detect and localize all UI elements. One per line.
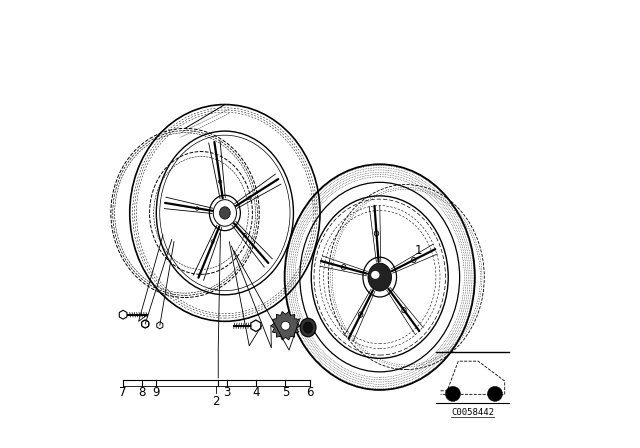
Text: 5: 5 (282, 386, 289, 399)
Circle shape (281, 321, 290, 330)
Text: 2: 2 (212, 396, 220, 409)
Ellipse shape (368, 263, 392, 291)
Text: 4: 4 (252, 386, 260, 399)
Text: 3: 3 (223, 386, 231, 399)
Text: 1: 1 (415, 244, 422, 257)
Circle shape (445, 386, 460, 401)
Ellipse shape (300, 318, 316, 337)
Text: 7: 7 (120, 386, 127, 399)
Ellipse shape (303, 322, 312, 333)
Text: 9: 9 (152, 386, 160, 399)
Text: C0058442: C0058442 (451, 408, 494, 417)
Text: 6: 6 (306, 386, 314, 399)
Ellipse shape (220, 207, 230, 219)
Text: 8: 8 (138, 386, 146, 399)
Polygon shape (271, 311, 300, 340)
Circle shape (488, 386, 502, 401)
Ellipse shape (371, 271, 380, 279)
